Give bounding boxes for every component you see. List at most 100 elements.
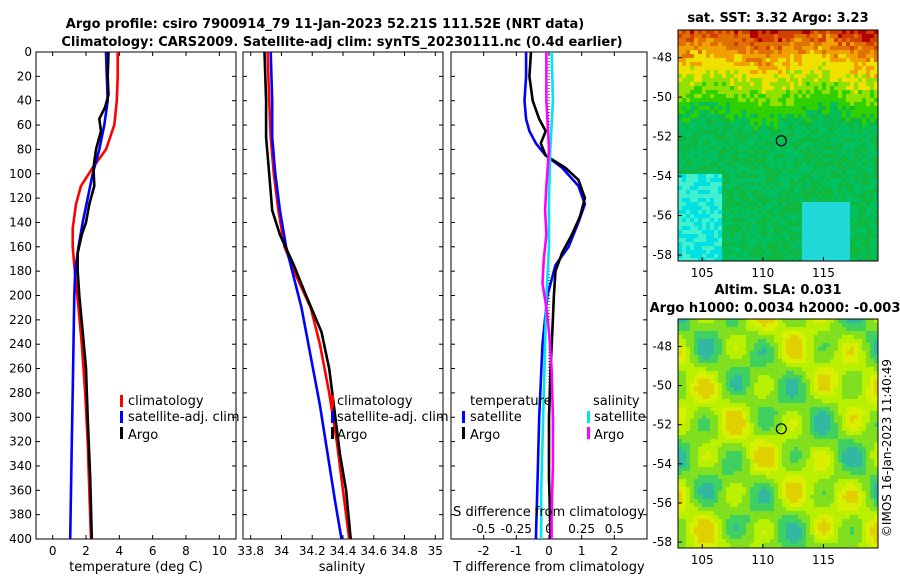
depth-tick-label: 240 xyxy=(9,337,32,351)
temperature-profiles xyxy=(68,52,119,539)
x-tick-label: 34.2 xyxy=(299,544,326,558)
depth-tick-label: 180 xyxy=(9,264,32,278)
x-tick-label: 10 xyxy=(212,544,227,558)
salinity-xlabel: salinity xyxy=(319,560,366,575)
legend-s-climatology-swatch xyxy=(331,395,334,407)
salinity-depth-ticks xyxy=(243,51,443,540)
x-tick-label: -1 xyxy=(510,544,522,558)
legend-s-climatology-label: climatology xyxy=(337,394,413,409)
depth-tick-label: 320 xyxy=(9,435,32,449)
sla-argo-location-marker xyxy=(775,423,787,435)
depth-tick-label: 300 xyxy=(9,410,32,424)
temperature-x-axis: 0 2 4 6 8 10 xyxy=(49,52,227,558)
depth-tick-label: 380 xyxy=(9,508,32,522)
series-s-argo xyxy=(541,52,555,539)
x-tick-label: 34.6 xyxy=(360,544,387,558)
s-tick-label: -0.25 xyxy=(501,522,532,536)
sst-map-axes: 105 110 115 -48 -50 -52 -54 -56 -58 xyxy=(652,51,835,280)
depth-tick-label: 140 xyxy=(9,215,32,229)
map-x-tick-label: 105 xyxy=(691,553,714,567)
depth-tick-label: 220 xyxy=(9,313,32,327)
legend-s-sat-label: satellite xyxy=(594,410,646,425)
legend-t-argo-label: Argo xyxy=(470,428,500,443)
salinity-profiles xyxy=(263,52,352,539)
map-y-tick-label: -56 xyxy=(652,496,672,510)
x-tick-label: -2 xyxy=(478,544,490,558)
legend-s-satellite-label: satellite-adj. clim xyxy=(337,410,449,425)
x-tick-label: 34 xyxy=(274,544,289,558)
s-difference-label: S difference from climatology xyxy=(453,505,645,520)
x-tick-label: 8 xyxy=(182,544,190,558)
legend-s-argo-diff-swatch xyxy=(587,427,590,439)
difference-profiles xyxy=(523,52,587,539)
map-y-tick-label: -54 xyxy=(652,457,672,471)
depth-tick-label: 260 xyxy=(9,362,32,376)
sst-map-frame xyxy=(677,29,879,262)
series-argo xyxy=(263,52,352,539)
imos-watermark: ©IMOS 16-Jan-2023 11:40:49 xyxy=(880,359,894,537)
sla-map-panel: Altim. SLA: 0.031 Argo h1000: 0.0034 h20… xyxy=(650,283,900,567)
sla-map-frame xyxy=(677,318,879,549)
legend-s-header: salinity xyxy=(593,394,640,409)
legend-climatology-swatch xyxy=(120,395,123,407)
legend-s-satellite-swatch xyxy=(331,411,334,423)
s-tick-label: 0.25 xyxy=(568,522,595,536)
legend-satellite-swatch xyxy=(120,411,123,423)
depth-tick-label: 40 xyxy=(17,94,32,108)
sla-title-line-1: Altim. SLA: 0.031 xyxy=(715,283,842,298)
s-tick-label: 0.5 xyxy=(605,522,624,536)
x-tick-label: 34.8 xyxy=(391,544,418,558)
map-y-tick-label: -54 xyxy=(652,169,672,183)
legend-climatology-label: climatology xyxy=(128,394,204,409)
series-climatology xyxy=(266,52,351,539)
salinity-panel: 33.8 34 34.2 34.4 34.6 34.8 35 salinity climat… xyxy=(237,51,449,575)
x-tick-label: 0 xyxy=(49,544,57,558)
map-y-tick-label: -56 xyxy=(652,209,672,223)
depth-tick-label: 120 xyxy=(9,191,32,205)
sst-title: sat. SST: 3.32 Argo: 3.23 xyxy=(687,11,868,26)
difference-x-axis: -2 -1 0 1 2 xyxy=(478,52,618,558)
title-line-2: Climatology: CARS2009. Satellite-adj cli… xyxy=(61,35,622,50)
legend-s-sat-swatch xyxy=(587,411,590,423)
depth-tick-label: 200 xyxy=(9,289,32,303)
depth-tick-label: 0 xyxy=(24,45,32,59)
map-x-tick-label: 110 xyxy=(751,266,774,280)
sla-heatmap xyxy=(678,319,878,548)
depth-tick-label: 80 xyxy=(17,142,32,156)
legend-t-argo-swatch xyxy=(462,427,465,439)
depth-tick-label: 360 xyxy=(9,483,32,497)
series-s-satellite xyxy=(539,52,555,539)
x-tick-label: 2 xyxy=(611,544,619,558)
sst-heatmap xyxy=(678,30,878,261)
map-y-tick-label: -58 xyxy=(652,248,672,262)
x-tick-label: 0 xyxy=(545,544,553,558)
map-x-tick-label: 115 xyxy=(812,266,835,280)
temperature-panel: 0204060801001201401601802002202402602803… xyxy=(9,45,240,575)
sla-map-axes: 105 110 115 -48 -50 -52 -54 -56 -58 xyxy=(652,339,835,567)
map-y-tick-label: -58 xyxy=(652,535,672,549)
map-x-tick-label: 110 xyxy=(751,553,774,567)
temperature-axes-frame xyxy=(35,51,237,540)
difference-panel: -2 -1 0 1 2 -0.5 -0.25 0 0.25 0.5 T difference f… xyxy=(450,51,648,575)
legend-satellite-label: satellite-adj. clim xyxy=(128,410,240,425)
depth-tick-label: 280 xyxy=(9,386,32,400)
depth-tick-label: 400 xyxy=(9,532,32,546)
salinity-x-axis: 33.8 34 34.2 34.4 34.6 34.8 35 xyxy=(237,52,443,558)
series-argo xyxy=(76,52,110,539)
title-line-1: Argo profile: csiro 7900914_79 11-Jan-20… xyxy=(66,17,584,32)
legend-argo-swatch xyxy=(120,427,123,439)
series-climatology xyxy=(71,52,119,539)
x-tick-label: 34.4 xyxy=(330,544,357,558)
series-t-satellite xyxy=(523,52,587,539)
x-tick-label: 2 xyxy=(82,544,90,558)
s-tick-label: -0.5 xyxy=(472,522,495,536)
depth-tick-label: 100 xyxy=(9,167,32,181)
difference-depth-ticks xyxy=(451,51,647,540)
sla-title-line-2: Argo h1000: 0.0034 h2000: -0.003 xyxy=(650,301,900,316)
legend-s-argo-diff-label: Argo xyxy=(594,428,624,443)
x-tick-label: 1 xyxy=(578,544,586,558)
map-y-tick-label: -52 xyxy=(652,130,672,144)
depth-tick-label: 340 xyxy=(9,459,32,473)
temperature-legend: climatology satellite-adj. clim Argo xyxy=(120,394,240,443)
